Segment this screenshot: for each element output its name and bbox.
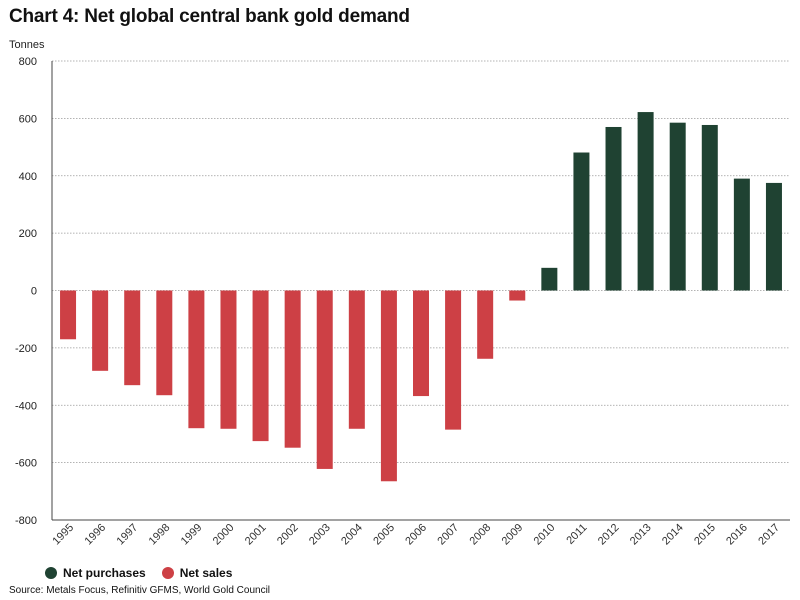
legend-swatch-net-purchases [45, 567, 57, 579]
y-tick-label: -600 [15, 458, 37, 470]
x-tick-label: 2012 [596, 522, 622, 548]
x-tick-label: 1997 [115, 522, 141, 548]
x-tick-label: 2009 [500, 522, 526, 548]
y-tick-label: -200 [15, 343, 37, 355]
x-tick-label: 1996 [82, 522, 108, 548]
bar [637, 112, 654, 291]
legend-item-net-purchases: Net purchases [45, 566, 146, 580]
y-tick-label: 800 [19, 56, 37, 68]
x-tick-label: 2006 [403, 522, 429, 548]
bar [509, 290, 526, 301]
x-tick-label: 2010 [532, 522, 558, 548]
bar [124, 290, 141, 386]
y-tick-label: 200 [19, 228, 37, 240]
source-note: Source: Metals Focus, Refinitiv GFMS, Wo… [9, 585, 271, 596]
bar [60, 290, 77, 340]
bar [380, 290, 397, 482]
bar [701, 124, 718, 291]
x-tick-label: 2002 [275, 522, 301, 548]
y-tick-label: 600 [19, 113, 37, 125]
x-tick-label: 2013 [628, 522, 654, 548]
bar [733, 178, 750, 291]
bar [669, 122, 686, 291]
bar [156, 290, 173, 396]
y-tick-label: -800 [15, 515, 37, 527]
bar [252, 290, 269, 442]
x-tick-label: 2003 [307, 522, 333, 548]
x-tick-label: 1998 [147, 522, 173, 548]
bar [477, 290, 494, 359]
bar [92, 290, 109, 371]
bar [348, 290, 365, 429]
x-tick-label: 2005 [371, 522, 397, 548]
x-tick-label: 2011 [564, 522, 589, 547]
bar [413, 290, 429, 397]
bar [573, 152, 590, 291]
legend-item-net-sales: Net sales [161, 566, 233, 580]
bar [541, 267, 558, 291]
legend: Net purchases Net sales [45, 566, 232, 580]
x-tick-label: 2001 [243, 522, 269, 548]
bar [284, 290, 301, 448]
y-tick-label: 0 [31, 286, 37, 298]
bar [220, 290, 237, 429]
y-axis-unit-label: Tonnes [9, 39, 45, 51]
x-tick-label: 2004 [339, 522, 365, 548]
bar [188, 290, 205, 429]
legend-label-net-sales: Net sales [179, 566, 233, 580]
legend-swatch-net-sales [161, 567, 174, 579]
x-tick-label: 2008 [467, 522, 493, 548]
x-tick-label: 2015 [692, 522, 718, 548]
chart-title: Chart 4: Net global central bank gold de… [9, 6, 410, 27]
bar [605, 126, 622, 291]
bar [445, 290, 462, 430]
x-tick-label: 2000 [211, 522, 237, 548]
bar [765, 182, 782, 291]
x-tick-label: 2017 [756, 522, 782, 548]
x-tick-label: 2016 [724, 522, 750, 548]
x-tick-label: 1995 [50, 522, 76, 548]
x-tick-label: 2014 [660, 522, 686, 548]
y-tick-label: -400 [15, 400, 37, 412]
legend-label-net-purchases: Net purchases [63, 566, 146, 580]
x-tick-label: 2007 [435, 522, 461, 548]
x-tick-label: 1999 [179, 522, 205, 548]
y-tick-label: 400 [19, 171, 37, 183]
bar [316, 290, 333, 469]
